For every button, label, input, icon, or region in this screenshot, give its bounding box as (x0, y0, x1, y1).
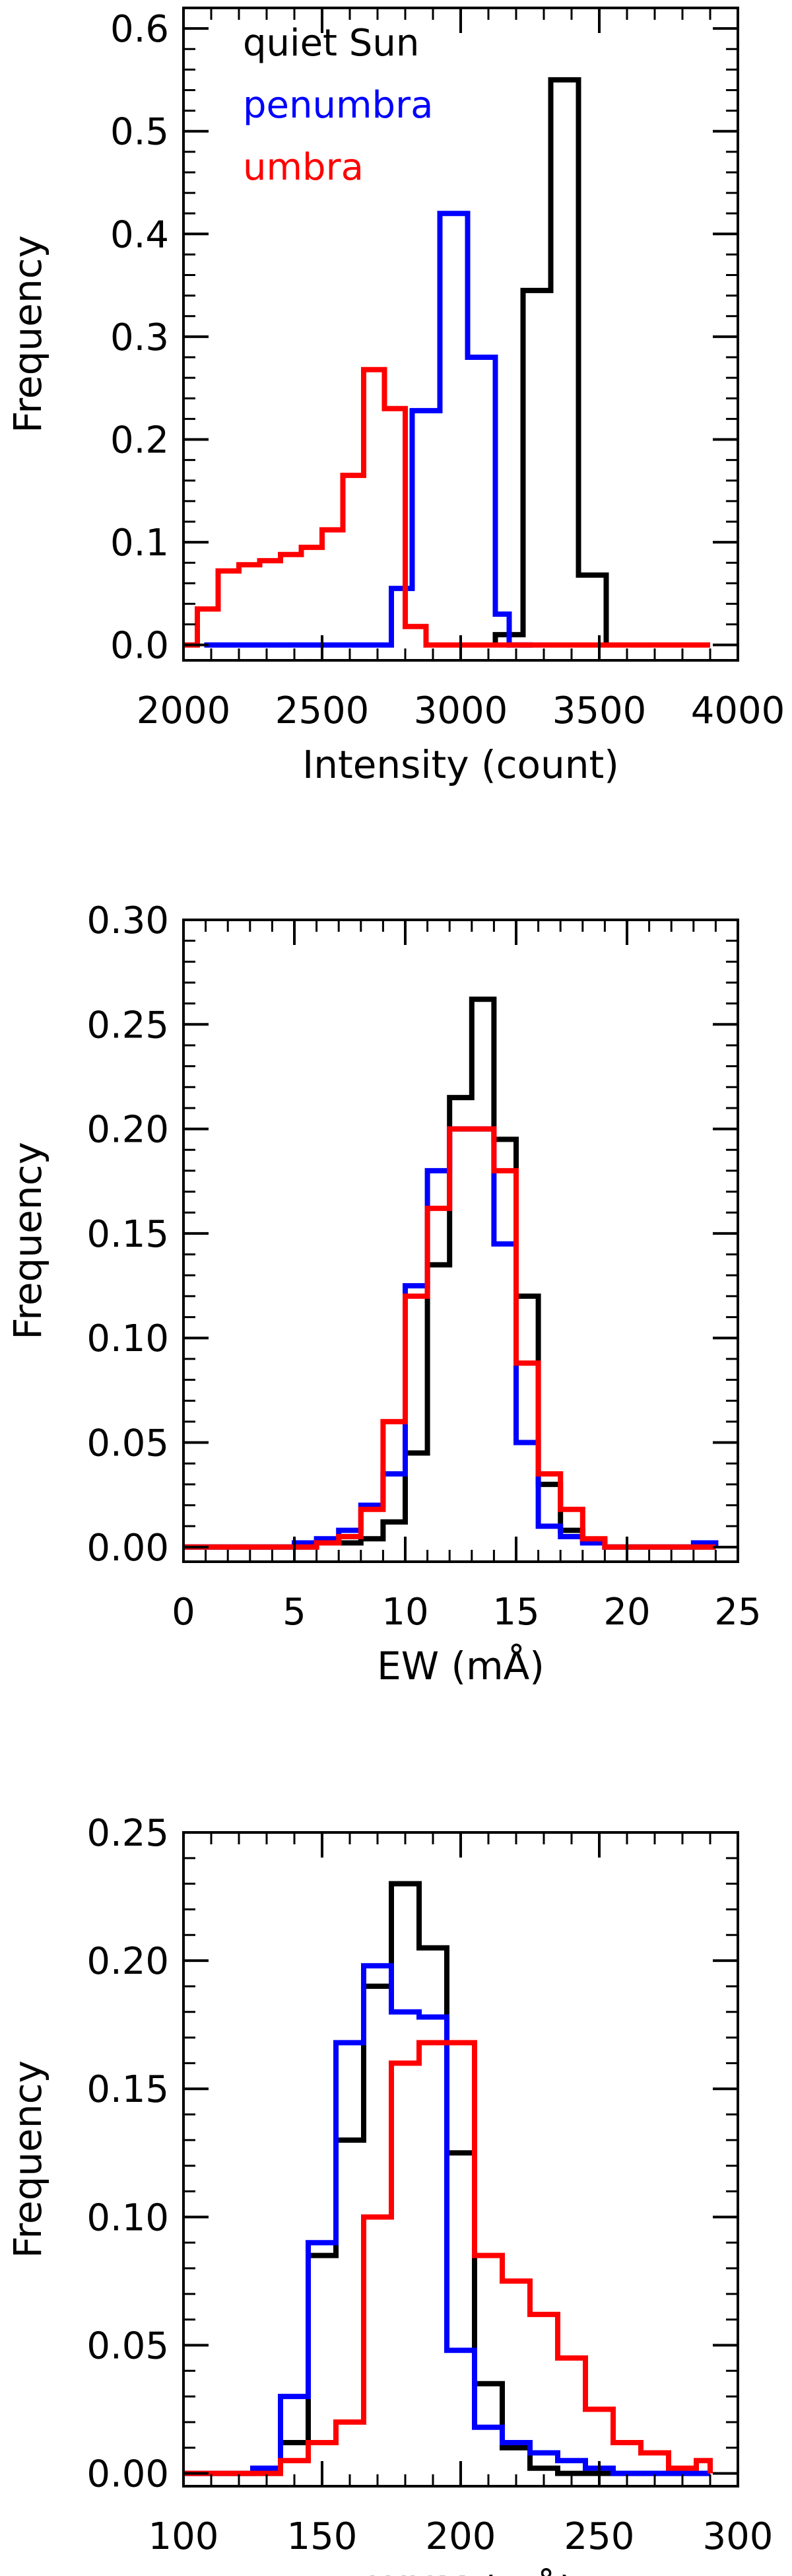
x-tick-label: 4000 (691, 689, 785, 732)
legend-entry-penumbra: penumbra (243, 84, 433, 127)
y-tick-label: 0.10 (86, 2196, 169, 2239)
y-tick-label: 0.00 (86, 2453, 169, 2496)
y-tick-label: 0.4 (110, 213, 169, 256)
y-tick-label: 0.3 (110, 316, 169, 359)
y-tick-label: 0.15 (86, 1213, 169, 1256)
x-tick-label: 25 (714, 1591, 761, 1634)
y-tick-label: 0.15 (86, 2068, 169, 2111)
panel-intensity: 2000 2500 3000 3500 4000 0.0 0.1 0.2 0.3 0.4 0.5 0.… (5, 7, 785, 787)
x-tick-label: 15 (492, 1591, 539, 1634)
y-tick-label: 0.10 (86, 1317, 169, 1360)
x-tick-label: 10 (381, 1591, 428, 1634)
plot-frame-ew (182, 919, 739, 1563)
series-penumbra-intensity (204, 211, 533, 648)
x-tick-label: 5 (282, 1591, 306, 1634)
x-tick-label: 3000 (414, 689, 508, 732)
y-tick-label: 0.05 (86, 2324, 169, 2367)
x-tick-label: 0 (172, 1591, 195, 1634)
x-tick-label: 300 (703, 2515, 774, 2558)
panel-ew: 0 5 10 15 20 25 0.00 0.05 0.10 0.15 0.20 0.25 0.30 EW… (5, 899, 762, 1688)
series-quiet_sun-intensity (492, 77, 609, 645)
y-axis-label: Frequency (5, 2060, 50, 2258)
series-quiet_sun-ew (183, 996, 716, 1550)
x-tick-label: 200 (426, 2515, 496, 2558)
x-tick-label: 100 (148, 2515, 219, 2558)
legend-entry-umbra: umbra (243, 146, 364, 189)
panel-fwhm: 100 150 200 250 300 0.00 0.05 0.10 0.15 0.20 0.25 F… (5, 1812, 773, 2576)
y-tick-label: 0.5 (110, 111, 169, 154)
series-umbra-ew (183, 1126, 716, 1550)
y-tick-label: 0.20 (86, 1940, 169, 1983)
x-tick-label: 150 (287, 2515, 358, 2558)
y-tick-label: 0.05 (86, 1422, 169, 1465)
y-axis-label: Frequency (5, 1142, 50, 1340)
y-tick-label: 0.25 (86, 1812, 169, 1855)
y-tick-label: 0.2 (110, 419, 169, 462)
y-tick-label: 0.0 (110, 625, 169, 668)
plot-frame-fwhm (182, 1831, 739, 2488)
x-axis-label: Intensity (count) (302, 742, 619, 787)
series-umbra-fwhm (183, 2040, 713, 2476)
legend-entry-quiet_sun: quiet Sun (243, 22, 419, 65)
y-tick-label: 0.00 (86, 1527, 169, 1570)
x-tick-label: 20 (603, 1591, 650, 1634)
x-tick-label: 3500 (552, 689, 647, 732)
y-tick-label: 0.20 (86, 1109, 169, 1152)
y-tick-label: 0.1 (110, 522, 169, 565)
y-tick-label: 0.30 (86, 899, 169, 942)
x-axis-label: FWHM (mÅ) (347, 2567, 574, 2576)
y-tick-label: 0.6 (110, 8, 169, 51)
x-tick-label: 250 (564, 2515, 635, 2558)
y-axis-label: Frequency (5, 235, 50, 433)
x-axis-label: EW (mÅ) (377, 1643, 544, 1688)
x-tick-label: 2500 (275, 689, 370, 732)
y-tick-label: 0.25 (86, 1004, 169, 1047)
series-umbra-intensity (183, 366, 710, 648)
x-tick-label: 2000 (137, 689, 231, 732)
